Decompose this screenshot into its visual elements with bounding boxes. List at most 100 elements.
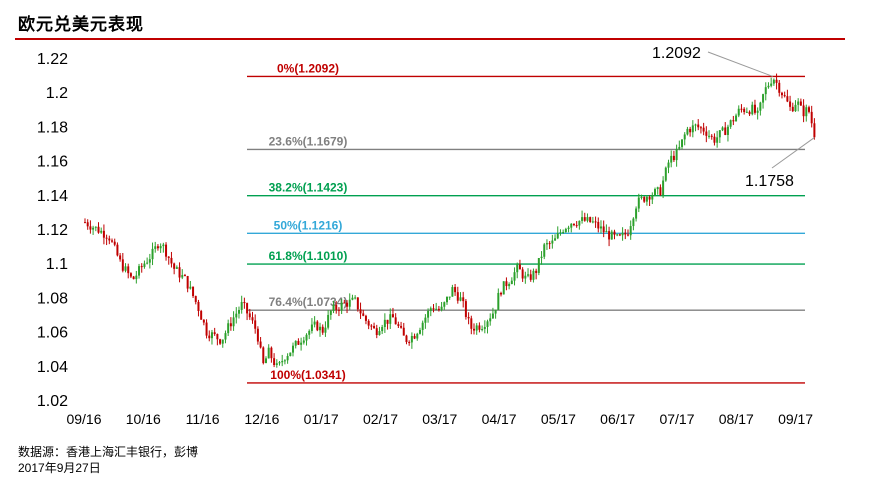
candle-body: [116, 244, 119, 256]
candle-body: [486, 321, 489, 327]
candle-body: [786, 96, 789, 102]
candle-body: [678, 146, 681, 149]
candle-body: [389, 314, 392, 324]
candle-body: [681, 139, 684, 147]
candle-body: [373, 326, 376, 329]
candle-body: [148, 259, 151, 263]
y-tick-label: 1.1: [46, 256, 68, 273]
candle-body: [229, 323, 232, 327]
candle-body: [710, 135, 713, 137]
candle-body: [435, 308, 438, 310]
candle-body: [664, 167, 667, 181]
candle-body: [391, 314, 394, 318]
x-tick-label: 04/17: [482, 411, 517, 427]
candle-body: [481, 329, 484, 331]
candle-body: [554, 238, 557, 241]
candlestick-chart: 1.02 1.04 1.06 1.08 1.1 1.12 1.14 1.16 1.18 1.2 1.…: [37, 45, 816, 427]
candle-body: [654, 189, 657, 196]
candle-body: [462, 297, 465, 302]
candle-body: [694, 124, 697, 126]
candle-body: [502, 281, 505, 295]
candle-body: [127, 266, 130, 274]
candle-body: [613, 231, 616, 235]
last-annotation: 1.1758: [745, 173, 794, 190]
candle-body: [570, 223, 573, 228]
candle-body: [516, 264, 519, 273]
candle-body: [156, 246, 159, 249]
candle-body: [475, 325, 478, 331]
candle-body: [400, 325, 403, 328]
candle-body: [648, 196, 651, 200]
candle-body: [605, 231, 608, 233]
candle-body: [459, 297, 462, 301]
candle-body: [324, 327, 327, 333]
peak-annotation: 1.2092: [652, 45, 701, 62]
candle-body: [770, 83, 773, 86]
candle-body: [200, 310, 203, 320]
candle-body: [111, 240, 114, 242]
candle-body: [743, 108, 746, 113]
candle-body: [421, 322, 424, 330]
candle-body: [273, 358, 276, 365]
candle-body: [202, 319, 205, 323]
candle-body: [448, 296, 451, 298]
y-tick-label: 1.06: [37, 325, 68, 342]
candle-body: [521, 269, 524, 279]
candle-body: [632, 218, 635, 227]
candle-body: [427, 310, 430, 318]
candle-body: [237, 309, 240, 314]
candle-body: [807, 107, 810, 112]
candle-body: [740, 108, 743, 110]
candle-body: [132, 276, 135, 280]
candle-body: [473, 328, 476, 331]
candle-body: [292, 345, 295, 353]
candle-body: [305, 334, 308, 341]
candle-body: [483, 326, 486, 330]
y-tick-label: 1.12: [37, 222, 68, 239]
candle-body: [240, 302, 243, 310]
fib-level-label: 61.8%(1.1010): [269, 249, 348, 263]
candle-body: [586, 217, 589, 221]
candle-body: [756, 110, 759, 113]
candle-body: [440, 306, 443, 311]
candle-body: [340, 302, 343, 311]
candle-body: [175, 267, 178, 269]
candle-body: [256, 328, 259, 342]
candle-body: [313, 321, 316, 325]
candle-body: [737, 108, 740, 116]
candle-body: [319, 326, 322, 331]
y-tick-label: 1.08: [37, 290, 68, 307]
candle-body: [154, 246, 157, 249]
candle-body: [602, 226, 605, 233]
candle-body: [173, 263, 176, 269]
candle-body: [286, 356, 289, 361]
candle-body: [810, 111, 813, 124]
candle-body: [775, 79, 778, 83]
title-underline: [15, 38, 845, 40]
candle-body: [637, 197, 640, 209]
candle-body: [778, 82, 781, 93]
candle-body: [121, 259, 124, 271]
candle-body: [500, 292, 503, 295]
candle-body: [92, 227, 95, 230]
candle-body: [745, 111, 748, 113]
candle-body: [705, 131, 708, 136]
candle-body: [643, 197, 646, 202]
x-tick-label: 11/16: [186, 411, 220, 427]
candle-body: [753, 104, 756, 113]
candle-body: [310, 324, 313, 331]
candle-body: [564, 228, 567, 232]
candle-body: [794, 104, 797, 112]
candle-body: [297, 340, 300, 345]
candle-body: [597, 221, 600, 229]
last-leader-line: [771, 137, 815, 169]
candle-body: [616, 234, 619, 236]
candle-body: [432, 308, 435, 310]
x-tick-label: 03/17: [422, 411, 457, 427]
candle-body: [443, 302, 446, 307]
candle-body: [224, 333, 227, 340]
candle-body: [813, 123, 816, 138]
candle-body: [129, 273, 132, 277]
candle-body: [416, 333, 419, 339]
candle-body: [797, 101, 800, 105]
